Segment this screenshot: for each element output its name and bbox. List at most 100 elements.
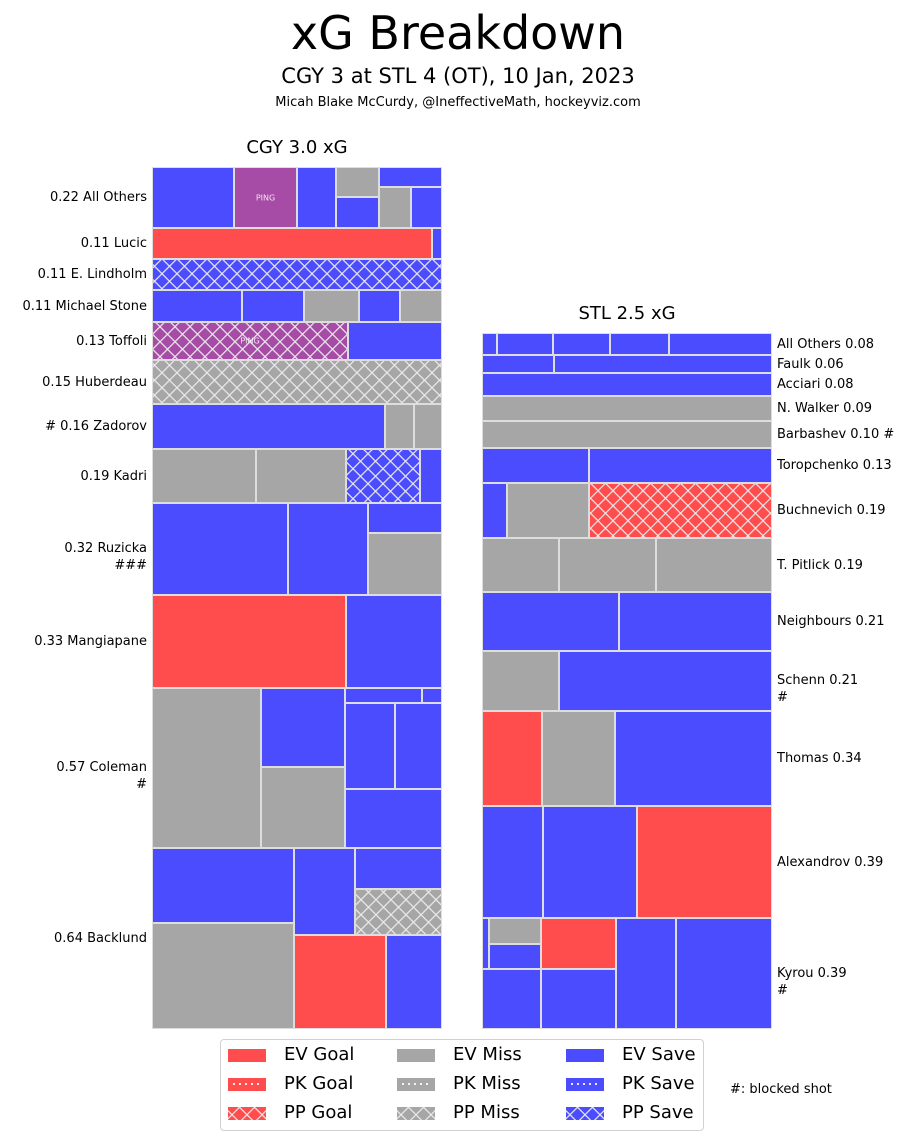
- player-row: [152, 688, 442, 848]
- player-row: [152, 503, 442, 595]
- legend-swatch: [566, 1078, 604, 1091]
- shot-cell-miss-ev: [379, 187, 411, 228]
- shot-cell-save-ev: [345, 703, 395, 789]
- legend-item-pp-miss: PP Miss: [397, 1102, 557, 1124]
- shot-cell-save-ev: [345, 789, 442, 848]
- legend-label: PP Save: [622, 1102, 694, 1123]
- player-row: [482, 592, 772, 651]
- legend-item-ev-miss: EV Miss: [397, 1044, 557, 1066]
- player-label: Neighbours 0.21: [777, 614, 885, 629]
- shot-cell-miss-ev: [559, 538, 656, 592]
- player-label: Faulk 0.06: [777, 356, 844, 372]
- player-row: [152, 595, 442, 688]
- legend-label: PP Goal: [284, 1102, 353, 1123]
- player-label: Toropchenko 0.13: [777, 458, 892, 473]
- legend-item-ev-save: EV Save: [566, 1044, 726, 1066]
- player-label: Barbashev 0.10 #: [777, 427, 895, 442]
- player-row: [482, 421, 772, 448]
- legend-label: EV Miss: [453, 1044, 522, 1065]
- shot-cell-miss-pp: [152, 360, 442, 404]
- shot-cell-save-ev: [482, 918, 489, 969]
- shot-cell-save-ev: [589, 448, 772, 483]
- legend-label: PP Miss: [453, 1102, 520, 1123]
- shot-cell-save-ev: [482, 448, 589, 483]
- legend-swatch: [566, 1049, 604, 1062]
- shot-cell-save-ev: [610, 333, 669, 355]
- legend-label: PK Miss: [453, 1073, 521, 1094]
- shot-cell-goal-ev: [637, 806, 772, 918]
- player-row: [152, 360, 442, 404]
- player-label: All Others 0.08: [777, 336, 875, 352]
- shot-cell-save-ev: [152, 290, 242, 322]
- shot-cell-save-ev: [482, 333, 497, 355]
- shot-cell-save-ev: [242, 290, 304, 322]
- stl-treemap: [482, 333, 772, 1029]
- shot-cell-miss-ev: [304, 290, 359, 322]
- player-label: 0.33 Mangiapane: [34, 634, 147, 649]
- shot-cell-miss-ev: [482, 421, 772, 448]
- legend-item-pk-save: PK Save: [566, 1073, 726, 1095]
- shot-cell-miss-ev: [542, 711, 615, 806]
- player-row: [482, 448, 772, 483]
- shot-cell-miss-ev: [507, 483, 589, 538]
- shot-cell-save-ev: [422, 688, 442, 703]
- shot-cell-save-ev: [386, 935, 442, 1029]
- shot-cell-save-ev: [261, 688, 345, 767]
- shot-cell-save-ev: [482, 806, 543, 918]
- player-label: 0.64 Backlund: [54, 931, 147, 946]
- player-row: [152, 259, 442, 290]
- shot-cell-miss-ev: [256, 449, 346, 503]
- shot-cell-save-ev: [345, 688, 422, 703]
- shot-cell-save-ev: [669, 333, 772, 355]
- shot-cell-save-ev: [152, 503, 288, 595]
- shot-cell-miss-ev: [482, 396, 772, 421]
- player-label: 0.32 Ruzicka ###: [64, 541, 147, 573]
- legend-item-pp-goal: PP Goal: [228, 1102, 388, 1124]
- shot-cell-save-ev: [553, 333, 610, 355]
- legend-swatch: [228, 1049, 266, 1062]
- shot-cell-miss-ev: [482, 538, 559, 592]
- shot-cell-save-ev: [676, 918, 772, 1029]
- shot-cell-save-ev: [288, 503, 368, 595]
- legend-item-pk-miss: PK Miss: [397, 1073, 557, 1095]
- legend-label: PK Goal: [284, 1073, 354, 1094]
- shot-cell-goal-pp: [589, 483, 772, 538]
- shot-cell-goal-ev: [152, 228, 432, 259]
- legend-swatch: [397, 1078, 435, 1091]
- shot-cell-save-ev: [379, 167, 442, 187]
- ping-tag: PING: [255, 193, 276, 202]
- shot-cell-miss-ev: [656, 538, 772, 592]
- shot-cell-save-ev: [543, 806, 637, 918]
- shot-cell-save-ev: [152, 404, 385, 449]
- shot-cell-miss-ev: [368, 533, 442, 595]
- ping-tag: PING: [240, 336, 260, 346]
- shot-cell-miss-ev: [414, 404, 442, 449]
- player-label: 0.57 Coleman #: [56, 760, 147, 792]
- player-row: PING: [152, 322, 442, 360]
- player-label: Thomas 0.34: [777, 751, 862, 766]
- shot-cell-save-ev: [619, 592, 772, 651]
- player-label: 0.13 Toffoli: [76, 333, 147, 349]
- shot-cell-save-ev: [482, 373, 772, 396]
- player-row: [482, 355, 772, 373]
- cgy-treemap: PING PING: [152, 167, 442, 1029]
- legend-item-pp-save: PP Save: [566, 1102, 726, 1124]
- player-row: [152, 449, 442, 503]
- shot-cell-save-ev: [482, 969, 541, 1029]
- shot-cell-goal-ev: [482, 711, 542, 806]
- shot-cell-save-ev: [541, 969, 616, 1029]
- game-subtitle: CGY 3 at STL 4 (OT), 10 Jan, 2023: [281, 64, 635, 88]
- shot-cell-miss-ev: [489, 918, 541, 944]
- shot-cell-save-ev: [482, 483, 507, 538]
- shot-cell-save-ev: [482, 592, 619, 651]
- player-row: [482, 538, 772, 592]
- cgy-panel-title: CGY 3.0 xG: [246, 137, 348, 158]
- chart-title: xG Breakdown: [290, 6, 626, 60]
- credit-line: Micah Blake McCurdy, @IneffectiveMath, h…: [275, 95, 641, 110]
- player-label: 0.11 Lucic: [80, 236, 147, 251]
- legend-item-pk-goal: PK Goal: [228, 1073, 388, 1095]
- shot-cell-save-ev: [489, 944, 541, 969]
- shot-cell-save-ev: [482, 355, 554, 373]
- shot-cell-ping-ev: PING: [234, 167, 297, 228]
- player-label: T. Pitlick 0.19: [777, 557, 863, 573]
